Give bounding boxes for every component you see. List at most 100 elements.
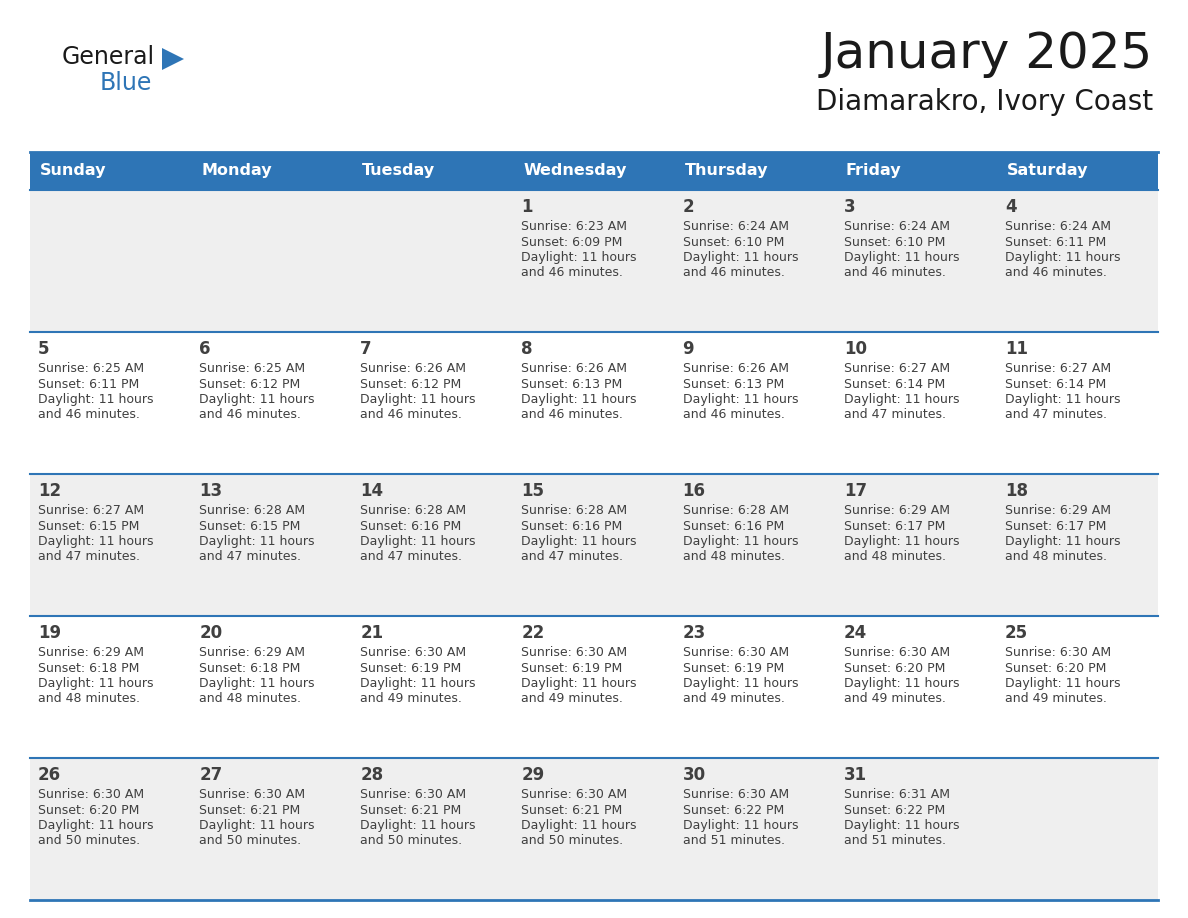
Text: and 46 minutes.: and 46 minutes. [522,409,624,421]
Bar [30,190,191,332]
Text: 7: 7 [360,340,372,358]
Text: Sunset: 6:22 PM: Sunset: 6:22 PM [843,803,944,816]
Bar [30,474,191,616]
Text: Sunset: 6:19 PM: Sunset: 6:19 PM [360,662,461,675]
Text: Daylight: 11 hours: Daylight: 11 hours [843,251,959,264]
Text: Sunset: 6:17 PM: Sunset: 6:17 PM [1005,520,1106,532]
Text: Daylight: 11 hours: Daylight: 11 hours [1005,535,1120,548]
Text: Daylight: 11 hours: Daylight: 11 hours [360,393,475,406]
Text: Daylight: 11 hours: Daylight: 11 hours [1005,393,1120,406]
Text: Daylight: 11 hours: Daylight: 11 hours [683,535,798,548]
Text: Friday: Friday [846,163,902,178]
Text: 15: 15 [522,482,544,500]
Bar [513,152,675,190]
Text: Sunrise: 6:26 AM: Sunrise: 6:26 AM [360,362,466,375]
Text: 31: 31 [843,766,867,784]
Text: and 50 minutes.: and 50 minutes. [38,834,140,847]
Text: Sunset: 6:17 PM: Sunset: 6:17 PM [843,520,946,532]
Bar [835,190,997,332]
Text: Sunrise: 6:29 AM: Sunrise: 6:29 AM [843,504,949,517]
Text: Sunrise: 6:28 AM: Sunrise: 6:28 AM [360,504,467,517]
Text: Daylight: 11 hours: Daylight: 11 hours [683,251,798,264]
Text: and 46 minutes.: and 46 minutes. [360,409,462,421]
Bar [191,474,353,616]
Text: 20: 20 [200,624,222,642]
Text: Sunrise: 6:30 AM: Sunrise: 6:30 AM [360,788,467,801]
Text: 5: 5 [38,340,50,358]
Bar [513,190,675,332]
Bar [353,332,513,474]
Bar [353,152,513,190]
Text: Daylight: 11 hours: Daylight: 11 hours [683,819,798,832]
Text: 30: 30 [683,766,706,784]
Bar [191,152,353,190]
Text: General: General [62,45,156,69]
Text: and 47 minutes.: and 47 minutes. [1005,409,1107,421]
Text: Sunrise: 6:24 AM: Sunrise: 6:24 AM [1005,220,1111,233]
Text: Sunset: 6:18 PM: Sunset: 6:18 PM [200,662,301,675]
Text: and 47 minutes.: and 47 minutes. [522,551,624,564]
Bar [675,616,835,758]
Text: Sunset: 6:11 PM: Sunset: 6:11 PM [1005,236,1106,249]
Text: Daylight: 11 hours: Daylight: 11 hours [38,819,153,832]
Bar [353,616,513,758]
Text: Sunday: Sunday [40,163,107,178]
Text: Sunset: 6:21 PM: Sunset: 6:21 PM [360,803,461,816]
Bar [513,616,675,758]
Text: Sunset: 6:19 PM: Sunset: 6:19 PM [683,662,784,675]
Text: Sunset: 6:13 PM: Sunset: 6:13 PM [522,377,623,390]
Text: 11: 11 [1005,340,1028,358]
Text: Sunrise: 6:30 AM: Sunrise: 6:30 AM [1005,646,1111,659]
Text: 23: 23 [683,624,706,642]
Text: and 50 minutes.: and 50 minutes. [360,834,462,847]
Text: Sunset: 6:09 PM: Sunset: 6:09 PM [522,236,623,249]
Bar [675,152,835,190]
Text: 22: 22 [522,624,544,642]
Text: Sunrise: 6:26 AM: Sunrise: 6:26 AM [522,362,627,375]
Text: Daylight: 11 hours: Daylight: 11 hours [200,535,315,548]
Text: Daylight: 11 hours: Daylight: 11 hours [200,677,315,690]
Text: and 46 minutes.: and 46 minutes. [522,266,624,279]
Text: and 46 minutes.: and 46 minutes. [683,266,784,279]
Text: and 51 minutes.: and 51 minutes. [843,834,946,847]
Text: Sunset: 6:21 PM: Sunset: 6:21 PM [200,803,301,816]
Text: Sunset: 6:19 PM: Sunset: 6:19 PM [522,662,623,675]
Text: and 47 minutes.: and 47 minutes. [200,551,301,564]
Text: Sunset: 6:15 PM: Sunset: 6:15 PM [38,520,139,532]
Text: and 51 minutes.: and 51 minutes. [683,834,784,847]
Text: Daylight: 11 hours: Daylight: 11 hours [1005,251,1120,264]
Text: Daylight: 11 hours: Daylight: 11 hours [683,677,798,690]
Text: Daylight: 11 hours: Daylight: 11 hours [522,535,637,548]
Bar [191,758,353,900]
Text: Daylight: 11 hours: Daylight: 11 hours [360,819,475,832]
Text: Daylight: 11 hours: Daylight: 11 hours [843,819,959,832]
Text: Sunset: 6:22 PM: Sunset: 6:22 PM [683,803,784,816]
Text: and 46 minutes.: and 46 minutes. [38,409,140,421]
Text: and 49 minutes.: and 49 minutes. [360,692,462,706]
Bar [30,332,191,474]
Text: Daylight: 11 hours: Daylight: 11 hours [683,393,798,406]
Text: Sunrise: 6:30 AM: Sunrise: 6:30 AM [522,646,627,659]
Text: 25: 25 [1005,624,1028,642]
Bar [353,190,513,332]
Bar [997,616,1158,758]
Text: and 46 minutes.: and 46 minutes. [683,409,784,421]
Text: 10: 10 [843,340,867,358]
Text: Sunset: 6:20 PM: Sunset: 6:20 PM [843,662,946,675]
Text: Sunrise: 6:27 AM: Sunrise: 6:27 AM [38,504,144,517]
Text: and 50 minutes.: and 50 minutes. [522,834,624,847]
Text: Saturday: Saturday [1007,163,1088,178]
Bar [191,616,353,758]
Text: Daylight: 11 hours: Daylight: 11 hours [1005,677,1120,690]
Text: 4: 4 [1005,198,1017,216]
Text: Daylight: 11 hours: Daylight: 11 hours [522,677,637,690]
Text: and 46 minutes.: and 46 minutes. [1005,266,1107,279]
Text: Daylight: 11 hours: Daylight: 11 hours [843,535,959,548]
Text: Daylight: 11 hours: Daylight: 11 hours [38,677,153,690]
Bar [997,152,1158,190]
Text: Daylight: 11 hours: Daylight: 11 hours [360,535,475,548]
Text: 13: 13 [200,482,222,500]
Bar [513,332,675,474]
Text: 26: 26 [38,766,61,784]
Text: Sunrise: 6:29 AM: Sunrise: 6:29 AM [200,646,305,659]
